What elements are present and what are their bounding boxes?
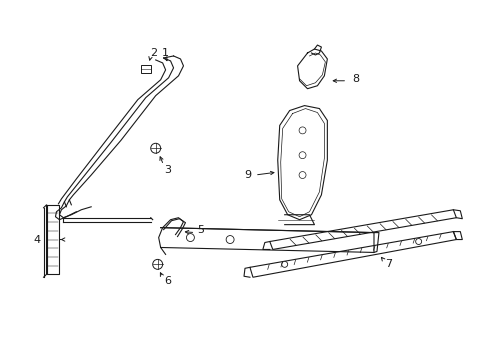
Text: 5: 5	[197, 225, 203, 235]
Bar	[141, 65, 150, 73]
Circle shape	[299, 172, 305, 179]
Circle shape	[415, 239, 421, 244]
Circle shape	[186, 234, 194, 242]
Polygon shape	[249, 231, 455, 277]
Text: 4: 4	[33, 234, 40, 244]
Text: 9: 9	[244, 170, 251, 180]
Circle shape	[299, 152, 305, 159]
Text: 7: 7	[385, 259, 392, 269]
Circle shape	[299, 127, 305, 134]
Text: 3: 3	[164, 165, 171, 175]
Circle shape	[225, 235, 234, 243]
Circle shape	[281, 261, 287, 267]
Circle shape	[152, 260, 163, 269]
Text: 8: 8	[352, 74, 359, 84]
Text: 6: 6	[164, 276, 171, 286]
Polygon shape	[277, 105, 326, 220]
Circle shape	[150, 143, 161, 153]
Polygon shape	[269, 210, 455, 249]
Text: 2: 2	[150, 48, 157, 58]
Text: 1: 1	[162, 48, 169, 58]
